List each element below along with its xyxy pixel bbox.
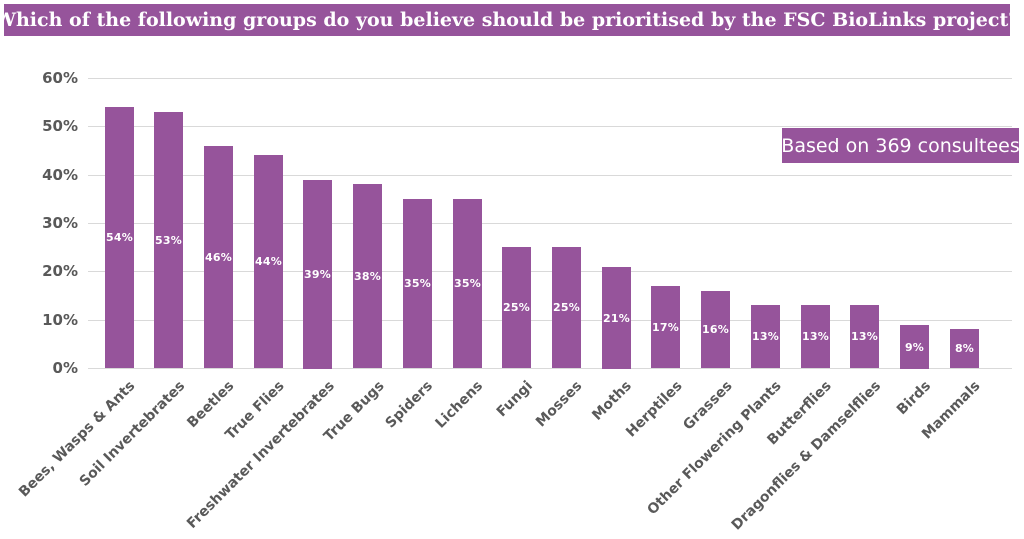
bar-value-label: 17% <box>652 320 679 334</box>
y-axis-tick-label: 30% <box>42 214 78 232</box>
gridline <box>88 368 1012 369</box>
gridline <box>88 271 1012 272</box>
bar-value-label: 53% <box>155 233 182 247</box>
y-axis-tick-label: 0% <box>52 359 78 377</box>
gridline <box>88 223 1012 224</box>
bar-value-label: 38% <box>354 269 381 283</box>
chart-title: Which of the following groups do you bel… <box>0 4 1019 36</box>
bar-value-label: 25% <box>553 301 580 314</box>
bar-value-label: 25% <box>503 301 530 314</box>
bar-value-label: 39% <box>304 268 331 281</box>
gridline <box>88 126 1012 127</box>
bar: 21% <box>602 267 631 369</box>
bar: 16% <box>701 291 730 368</box>
bar: 38% <box>353 184 382 368</box>
y-axis-tick-label: 50% <box>42 117 78 135</box>
bar-value-label: 46% <box>205 250 232 264</box>
y-axis-tick-label: 20% <box>42 262 78 280</box>
bar-value-label: 44% <box>255 255 282 268</box>
gridline <box>88 175 1012 176</box>
bar: 25% <box>502 247 531 368</box>
bar: 39% <box>303 180 332 369</box>
bar: 35% <box>453 199 482 368</box>
bar-value-label: 13% <box>851 330 878 343</box>
bar: 54% <box>105 107 134 368</box>
bar: 13% <box>751 305 780 368</box>
x-axis-category-label: Birds <box>894 378 935 419</box>
bar: 13% <box>801 305 830 368</box>
y-axis-tick-label: 60% <box>42 69 78 87</box>
x-axis-category-label: Fungi <box>494 378 537 421</box>
bar-value-label: 13% <box>802 330 829 343</box>
bar-value-label: 13% <box>752 330 779 343</box>
x-axis-category-label: Lichens <box>432 378 487 432</box>
x-axis-category-label: Spiders <box>382 378 437 432</box>
gridline <box>88 320 1012 321</box>
bar: 17% <box>651 286 680 368</box>
bar: 25% <box>552 247 581 368</box>
bar: 44% <box>254 155 283 368</box>
y-axis-tick-label: 10% <box>42 311 78 329</box>
bar-value-label: 35% <box>454 277 481 290</box>
bar: 13% <box>850 305 879 368</box>
y-axis-tick-label: 40% <box>42 166 78 184</box>
bar-value-label: 16% <box>702 323 729 336</box>
consultees-badge: Based on 369 consultees <box>781 128 1020 163</box>
bar-value-label: 35% <box>404 277 431 290</box>
bar-value-label: 54% <box>106 231 133 244</box>
bar-value-label: 8% <box>954 342 975 355</box>
bar-value-label: 9% <box>904 340 925 354</box>
bar: 9% <box>900 325 929 369</box>
bar: 8% <box>950 329 979 368</box>
bar: 53% <box>154 112 183 368</box>
x-axis-category-label: Mosses <box>532 378 586 431</box>
bar: 35% <box>403 199 432 368</box>
gridline <box>88 78 1012 79</box>
bar-value-label: 21% <box>603 311 630 325</box>
bar: 46% <box>204 146 233 368</box>
x-axis-category-label: Moths <box>589 378 636 424</box>
